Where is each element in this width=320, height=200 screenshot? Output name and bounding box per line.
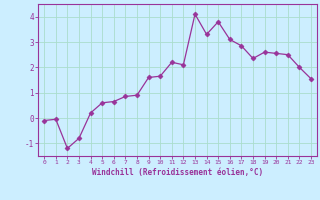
X-axis label: Windchill (Refroidissement éolien,°C): Windchill (Refroidissement éolien,°C) bbox=[92, 168, 263, 177]
